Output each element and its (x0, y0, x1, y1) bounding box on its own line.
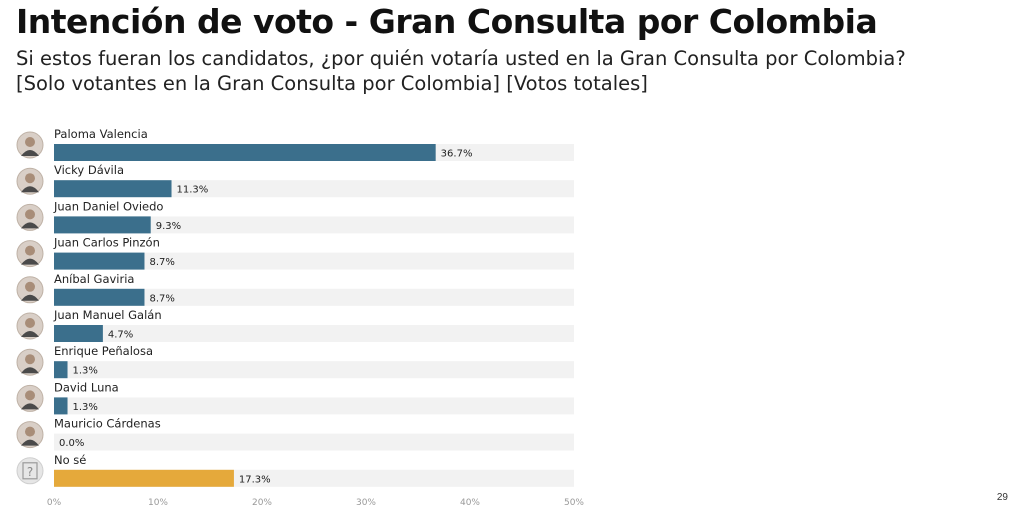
category-label: Enrique Peñalosa (54, 344, 153, 358)
avatar-body-icon (21, 331, 39, 337)
category-label: Juan Daniel Oviedo (53, 199, 163, 213)
avatar-body-icon (21, 222, 39, 229)
data-label: 4.7% (108, 330, 133, 341)
bar (54, 288, 145, 306)
x-tick-label: 0% (47, 498, 62, 508)
chart-title: Intención de voto - Gran Consulta por Co… (16, 2, 878, 41)
category-label: Juan Manuel Galán (53, 308, 162, 322)
bar-track (54, 397, 574, 415)
bar (54, 325, 103, 342)
category-label: Mauricio Cárdenas (54, 417, 161, 431)
avatar-body-icon (21, 367, 39, 374)
question-mark-icon: ? (27, 465, 33, 479)
category-label: Aníbal Gaviria (54, 272, 134, 286)
bar-track (54, 433, 574, 451)
avatar-head-icon (25, 173, 35, 184)
x-tick-label: 30% (356, 498, 376, 508)
data-label: 9.3% (156, 221, 181, 232)
category-label: Paloma Valencia (54, 127, 148, 141)
category-label: Juan Carlos Pinzón (53, 236, 160, 250)
avatar-body-icon (21, 403, 39, 410)
data-label: 8.7% (149, 257, 174, 268)
bar (54, 469, 234, 487)
data-label: 1.3% (73, 402, 98, 413)
question-box-icon (22, 462, 38, 480)
category-label: No sé (54, 453, 86, 467)
avatar-body-icon (21, 439, 39, 446)
avatar-body-icon (21, 294, 39, 301)
bar (54, 397, 68, 415)
data-label: 0.0% (59, 438, 84, 449)
bar (54, 252, 145, 270)
subtitle-line-1: Si estos fueran los candidatos, ¿por qui… (16, 47, 906, 70)
category-label: Vicky Dávila (54, 163, 124, 177)
avatar-body-icon (21, 186, 39, 193)
avatar-body-icon (21, 258, 39, 265)
bar (54, 180, 172, 198)
avatar-head-icon (25, 137, 35, 147)
data-label: 8.7% (149, 293, 174, 304)
data-label: 36.7% (441, 149, 473, 160)
x-tick-label: 10% (148, 498, 168, 508)
data-label: 11.3% (177, 185, 209, 196)
avatar-head-icon (25, 245, 35, 256)
x-tick-label: 40% (460, 498, 480, 508)
bar-track (54, 288, 574, 306)
bar-track (54, 216, 574, 234)
bar-track (54, 252, 574, 270)
x-tick-label: 20% (252, 498, 272, 508)
bar-track (54, 325, 574, 342)
category-label: David Luna (54, 380, 119, 394)
avatar-head-icon (25, 209, 35, 220)
page-number: 29 (996, 492, 1008, 503)
subtitle-line-2: [Solo votantes en la Gran Consulta por C… (16, 72, 648, 95)
bar (54, 144, 436, 161)
bar (54, 361, 68, 379)
avatar-body-icon (21, 150, 39, 156)
x-tick-label: 50% (564, 498, 584, 508)
bar-track (54, 361, 574, 379)
bar (54, 216, 151, 234)
avatar-head-icon (25, 390, 35, 401)
data-label: 17.3% (239, 474, 271, 485)
avatar-head-icon (25, 281, 35, 292)
avatar-head-icon (25, 426, 35, 437)
avatar-head-icon (25, 318, 35, 328)
chart-subtitle: Si estos fueran los candidatos, ¿por qui… (16, 46, 1006, 96)
bar-track (54, 180, 574, 198)
avatar-head-icon (25, 354, 35, 365)
data-label: 1.3% (73, 366, 98, 377)
